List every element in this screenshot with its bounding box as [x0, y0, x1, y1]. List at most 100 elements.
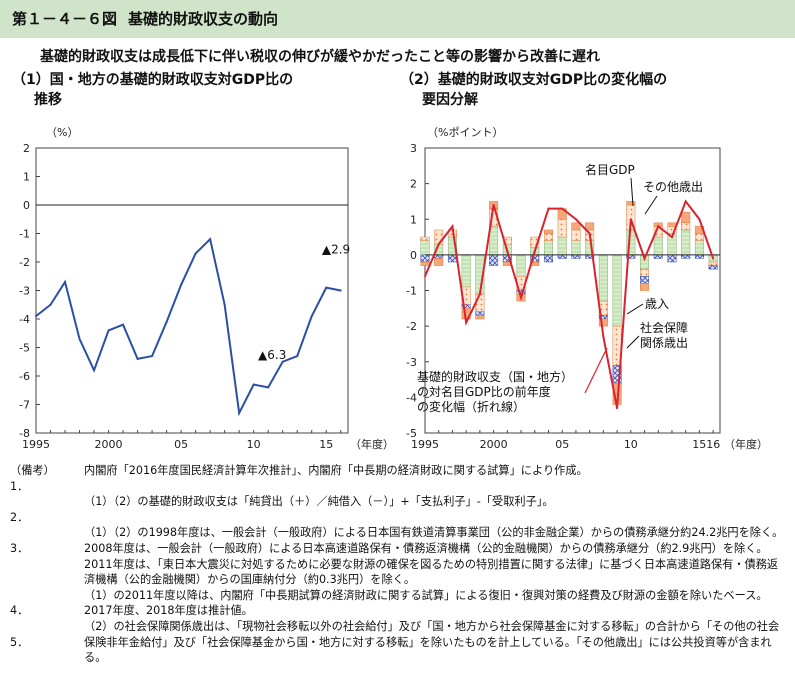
change-line	[424, 199, 715, 409]
change-point	[437, 243, 440, 246]
data-point	[78, 337, 81, 340]
data-point	[151, 355, 154, 358]
bar-segment-s1	[530, 236, 540, 248]
bar-segment-s3	[585, 222, 595, 231]
panel1-title-line1: （1）国・地方の基礎的財政収支対GDP比の	[12, 72, 294, 88]
change-point	[643, 257, 646, 260]
data-point	[238, 412, 241, 415]
bar-segment-s0	[516, 254, 526, 277]
data-point	[35, 315, 37, 318]
change-point	[533, 250, 536, 253]
change-point	[561, 207, 564, 210]
data-point	[136, 357, 139, 360]
change-point	[424, 275, 426, 278]
y-tick-label: 3	[410, 142, 417, 155]
x-tick-label: 15	[319, 438, 333, 451]
callout-line-label-3: の変化幅（折れ線）	[417, 399, 525, 414]
change-point	[520, 296, 523, 299]
bar-segment-s2	[681, 254, 691, 259]
bar-segment-s3	[475, 315, 485, 320]
note-number: 5．	[10, 635, 29, 649]
note-number: 3．	[10, 541, 29, 555]
y-tick-label: 1	[23, 171, 30, 184]
x-tick-label: 10	[247, 438, 261, 451]
bar-segment-s2	[434, 254, 444, 259]
data-point	[223, 303, 226, 306]
change-point	[616, 407, 619, 410]
x-unit-label: （年度）	[350, 437, 394, 451]
plot-frame	[424, 147, 721, 434]
data-point	[49, 303, 52, 306]
y-tick-label: -5	[406, 427, 417, 440]
note-text: 内閣府「2016年度国民経済計算年次推計」、内閣府「中長期の経済財政に関する試算…	[84, 464, 588, 477]
bar-segment-s1	[502, 236, 512, 245]
notes-heading: （備考）	[10, 464, 55, 477]
bar-segment-s2	[653, 254, 663, 259]
callout-social: 社会保障	[640, 320, 688, 335]
change-point	[465, 321, 468, 324]
bar-segment-s2	[640, 276, 650, 284]
series-line	[35, 237, 341, 417]
callout-other-expenditure: その他歳出	[643, 180, 703, 194]
bar-segment-s3	[640, 283, 650, 291]
annotation-label: ▲6.3	[258, 348, 286, 362]
y-tick-label: 1	[410, 213, 417, 226]
figure-header: 第１－４－６図 基礎的財政収支の動向	[0, 0, 795, 38]
bar-segment-s0	[598, 254, 608, 302]
leader-line	[626, 335, 640, 349]
bar-segment-s2	[571, 254, 581, 259]
bar-segment-s1	[434, 229, 444, 245]
data-point	[122, 323, 125, 326]
data-point	[325, 286, 328, 289]
x-tick-label: 05	[555, 438, 569, 451]
change-point	[478, 293, 481, 296]
note-row-2: 2． （1）（2）の基礎的財政収支は「純貸出（＋）／純借入（－）」+「支払利子」…	[10, 494, 785, 525]
data-point	[180, 283, 183, 286]
bar-segment-s3	[681, 211, 691, 224]
notes-section: （備考） 1． 内閣府「2016年度国民経済計算年次推計」、内閣府「中長期の経済財…	[10, 463, 785, 666]
data-point	[339, 289, 342, 292]
y-unit-label: （%ポイント）	[427, 126, 503, 139]
y-tick-label: -1	[19, 228, 30, 241]
bar-segment-s3	[667, 222, 677, 227]
y-tick-label: 2	[23, 142, 30, 155]
bar-segment-s3	[598, 318, 608, 327]
x-tick-label: 05	[174, 438, 188, 451]
panel1-title-line2: 推移	[34, 92, 62, 108]
note-number: 4．	[10, 604, 29, 618]
change-point	[684, 200, 687, 203]
callout-revenue: 歳入	[645, 297, 669, 311]
bar-segment-s2	[420, 254, 430, 263]
callout-nominal-gdp: 名目GDP	[585, 162, 635, 177]
bar-segment-s3	[543, 229, 553, 234]
data-point	[281, 360, 284, 363]
x-tick-label: 1995	[22, 438, 50, 451]
change-point	[629, 218, 632, 221]
figure-number: 第１－４－６図	[12, 10, 118, 28]
bar-segment-s1	[640, 268, 650, 277]
bar-segment-s2	[489, 254, 499, 266]
leader-line	[644, 195, 658, 215]
note-text: （1）（2）の基礎的財政収支は「純貸出（＋）／純借入（－）」+「支払利子」-「受…	[84, 495, 554, 509]
change-point	[698, 218, 701, 221]
y-tick-label: 0	[410, 249, 417, 262]
bar-segment-s0	[461, 254, 471, 288]
bar-segment-s2	[447, 254, 457, 263]
bar-segment-s0	[694, 240, 704, 256]
y-tick-label: -5	[19, 342, 30, 355]
note-row-3: 3． （1）（2）の1998年度は、一般会計（一般政府）による日本国有鉄道清算事…	[10, 525, 785, 587]
y-tick-label: -8	[19, 427, 30, 440]
x-tick-label: 1516	[692, 438, 720, 451]
data-point	[107, 329, 110, 332]
x-tick-label: 10	[624, 438, 638, 451]
bar-segment-s2	[708, 265, 718, 270]
bar-segment-s0	[543, 240, 553, 256]
bar-segment-s1	[420, 236, 430, 241]
data-point	[194, 252, 197, 255]
callout-line-label-1: 基礎的財政収支（国・地方）	[417, 369, 573, 384]
change-point	[492, 204, 495, 206]
change-point	[588, 232, 591, 235]
leader-line	[626, 303, 644, 315]
note-row-5: 5． （2）の社会保障関係歳出は、「現物社会移転以外の社会給付」及び「国・地方か…	[10, 619, 785, 666]
leader-line	[630, 177, 634, 207]
